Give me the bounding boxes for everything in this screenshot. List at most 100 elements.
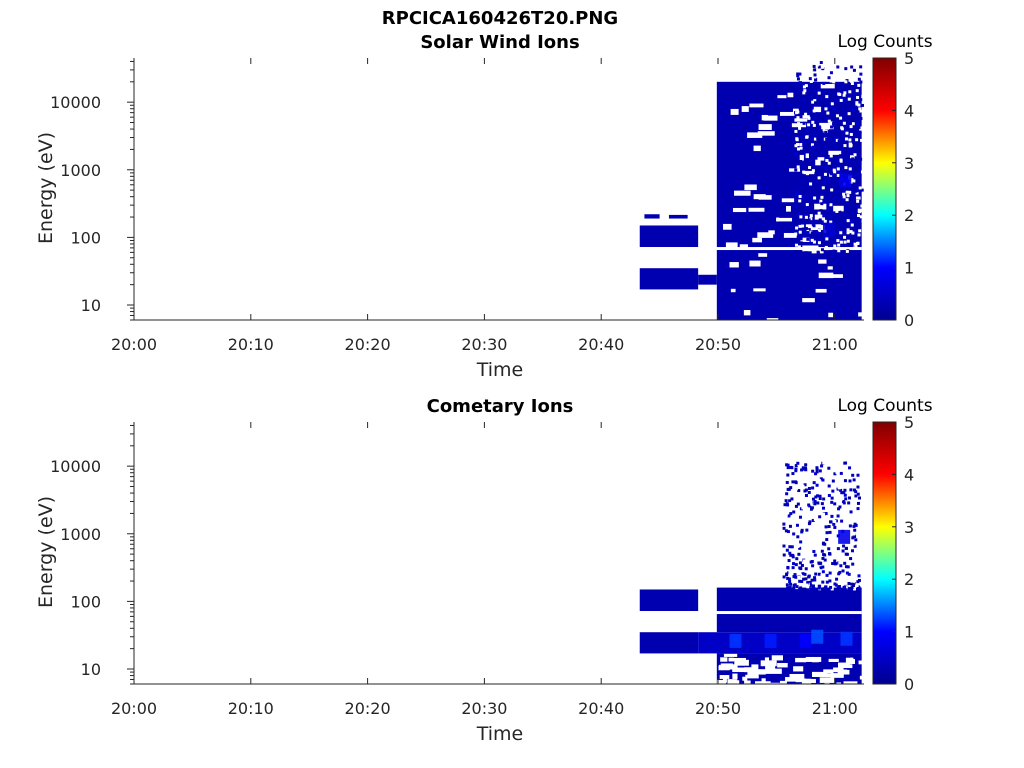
speckle-bin xyxy=(815,231,819,235)
speckle-bin xyxy=(804,466,808,470)
speckle-bin xyxy=(840,519,844,523)
empty-bin xyxy=(794,118,808,122)
empty-bin xyxy=(732,667,747,673)
speckle-bin xyxy=(848,524,852,528)
speckle-bin xyxy=(798,579,802,583)
speckle-bin xyxy=(807,522,811,526)
speckle-bin xyxy=(844,497,848,501)
speckle-bin xyxy=(798,546,802,550)
speckle-bin xyxy=(816,250,820,254)
speckle-bin xyxy=(836,65,840,69)
speckle-bin xyxy=(849,488,853,492)
speckle-bin xyxy=(840,105,844,109)
empty-bin xyxy=(795,657,807,663)
speckle-bin xyxy=(819,566,823,570)
speckle-bin xyxy=(833,502,837,506)
speckle-bin xyxy=(845,190,849,194)
empty-bin xyxy=(766,318,779,320)
speckle-bin xyxy=(821,556,825,560)
cometary-panel: Cometary Ions Log Counts Time Energy (eV… xyxy=(35,396,933,745)
empty-bin xyxy=(820,83,835,89)
speckle-bin xyxy=(798,199,802,203)
speckle-bin xyxy=(792,586,796,590)
speckle-bin xyxy=(811,120,815,124)
colorbar-tick-label: 4 xyxy=(904,465,914,484)
speckle-bin xyxy=(857,578,861,582)
speckle-bin xyxy=(854,523,858,527)
speckle-bin xyxy=(816,238,820,242)
solar-wind-y-label: Energy (eV) xyxy=(35,132,57,244)
speckle-bin xyxy=(836,239,840,243)
speckle-bin xyxy=(828,552,832,556)
speckle-bin xyxy=(820,248,824,252)
hot-spot xyxy=(799,633,812,648)
x-tick-label: 20:50 xyxy=(695,699,741,718)
speckle-bin xyxy=(804,163,808,167)
speckle-bin xyxy=(842,491,846,495)
speckle-bin xyxy=(825,573,829,577)
speckle-bin xyxy=(813,502,817,506)
speckle-bin xyxy=(852,179,856,183)
speckle-bin xyxy=(790,516,794,520)
speckle-bin xyxy=(809,93,813,97)
empty-bin xyxy=(831,274,843,278)
speckle-bin xyxy=(826,156,830,160)
speckle-bin xyxy=(824,166,828,170)
speckle-bin xyxy=(807,503,811,507)
speckle-bin xyxy=(839,498,843,502)
speckle-bin xyxy=(807,574,811,578)
speckle-bin xyxy=(845,71,849,75)
speckle-bin xyxy=(838,93,842,97)
speckle-bin xyxy=(820,549,824,553)
speckle-bin xyxy=(856,158,860,162)
speckle-bin xyxy=(847,581,851,585)
speckle-bin xyxy=(851,461,855,465)
speckle-bin xyxy=(851,175,855,179)
speckle-bin xyxy=(847,572,851,576)
speckle-bin xyxy=(849,132,853,136)
speckle-bin xyxy=(821,506,825,510)
solar-wind-title: Solar Wind Ions xyxy=(420,32,579,53)
speckle-bin xyxy=(793,250,797,254)
speckle-bin xyxy=(824,512,828,516)
speckle-bin xyxy=(851,562,855,566)
speckle-bin xyxy=(860,138,864,142)
speckle-bin xyxy=(859,65,863,69)
speckle-bin xyxy=(836,516,840,520)
empty-bin xyxy=(753,288,766,292)
empty-bin xyxy=(801,678,812,684)
empty-bin xyxy=(805,656,822,662)
speckle-bin xyxy=(832,80,836,84)
speckle-bin xyxy=(816,501,820,505)
speckle-bin xyxy=(794,481,798,485)
speckle-bin xyxy=(837,243,841,247)
speckle-bin xyxy=(785,492,789,496)
speckle-bin xyxy=(803,489,807,493)
speckle-bin xyxy=(854,230,858,234)
empty-bin xyxy=(747,132,763,138)
speckle-bin xyxy=(838,170,842,174)
speckle-bin xyxy=(825,237,829,241)
speckle-bin xyxy=(839,75,843,79)
speckle-bin xyxy=(798,159,802,163)
speckle-bin xyxy=(789,535,793,539)
colorbar-tick-label: 5 xyxy=(904,413,914,432)
speckle-bin xyxy=(830,500,834,504)
y-tick-label: 1000 xyxy=(60,161,101,180)
speckle-bin xyxy=(796,545,800,549)
x-tick-label: 20:00 xyxy=(111,335,157,354)
speckle-bin xyxy=(811,469,815,473)
empty-bin xyxy=(813,106,822,113)
speckle-bin xyxy=(818,515,822,519)
empty-bin xyxy=(802,115,810,119)
empty-bin xyxy=(858,312,864,317)
speckle-bin xyxy=(801,224,805,228)
empty-bin xyxy=(817,157,825,161)
x-tick-label: 20:10 xyxy=(228,699,274,718)
speckle-bin xyxy=(839,240,843,244)
speckle-bin xyxy=(794,467,798,471)
speckle-bin xyxy=(816,137,820,141)
speckle-bin xyxy=(806,552,810,556)
speckle-bin xyxy=(836,547,840,551)
